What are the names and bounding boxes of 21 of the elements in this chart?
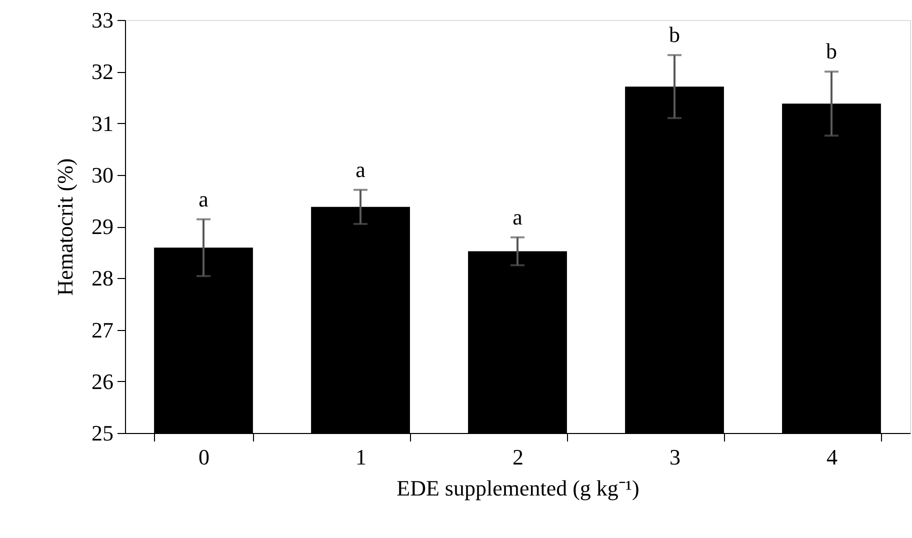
annotation: b — [826, 38, 837, 64]
y-tick-label: 28 — [92, 266, 114, 291]
annotation: a — [512, 204, 523, 230]
annotation: b — [669, 22, 680, 48]
x-axis-title: EDE supplemented (g kg⁻¹) — [396, 476, 640, 500]
y-tick-label: 30 — [92, 162, 114, 188]
y-tick-label: 33 — [92, 8, 114, 32]
y-tick-label: 25 — [92, 420, 114, 446]
x-tick-label: 2 — [512, 444, 524, 470]
x-tick-label: 4 — [826, 444, 838, 470]
y-tick-label: 26 — [92, 368, 114, 394]
x-tick-label: 0 — [198, 444, 210, 470]
x-tick-label: 3 — [670, 444, 680, 470]
y-tick-label: 29 — [92, 214, 114, 239]
annotation: a — [198, 186, 209, 212]
x-tick-label: 1 — [356, 444, 366, 470]
y-tick-label: 32 — [92, 59, 114, 84]
annotation: a — [356, 156, 366, 182]
y-axis-title: Hematocrit (%) — [52, 158, 78, 296]
y-tick-label: 31 — [92, 110, 114, 136]
y-tick-label: 27 — [92, 317, 114, 342]
